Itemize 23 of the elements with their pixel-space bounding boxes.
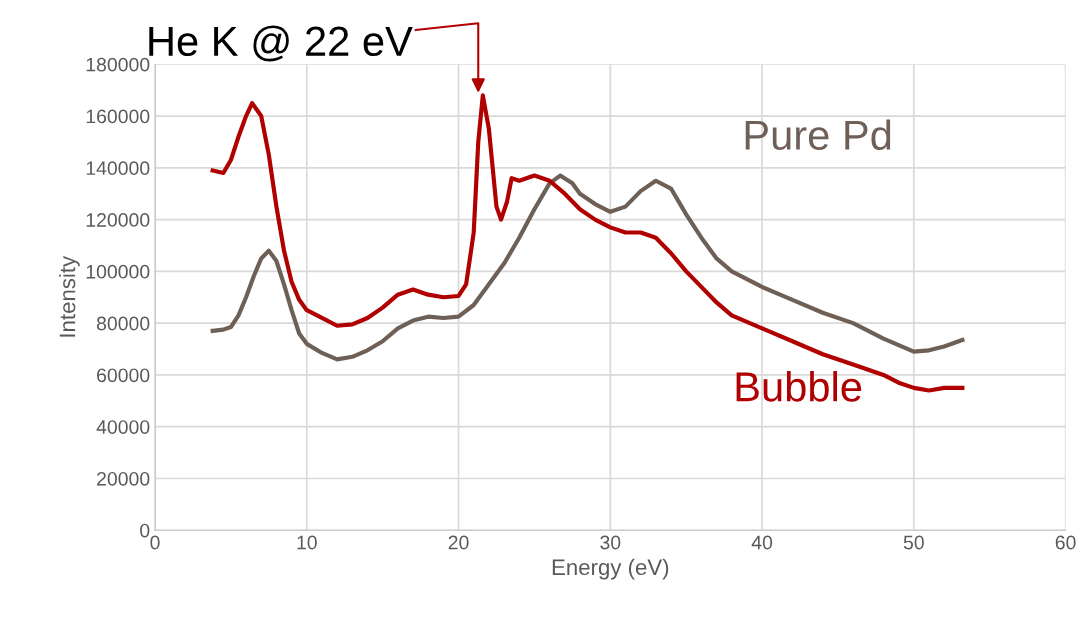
text: Pure Pd [745,119,891,151]
y-tick-label: 140000 [86,161,150,176]
y-tick-label: 120000 [86,213,150,227]
y-tick-label: 60000 [97,368,150,383]
line-series [210,173,965,362]
y-tick-label: 80000 [96,316,150,331]
x-tick-label: 10 [297,535,317,550]
y-tick-label: 100000 [86,264,150,279]
y-tick-label: 180000 [86,57,150,72]
x-tick-label: 0 [150,535,160,550]
y-tick-label: 160000 [86,109,150,124]
y-tick-label: 0 [140,523,150,538]
x-tick-label: 60 [1055,535,1076,550]
x-tick-label: 30 [600,535,621,550]
y-tick-label: 40000 [96,420,150,434]
x-tick-label: 20 [448,535,469,550]
series-label: Bubble [736,371,862,402]
x-tick-label: 40 [751,535,773,550]
x-tick-label: 50 [903,535,924,550]
x-axis-title: Energy (eV) [552,558,669,580]
y-axis-title: Intensity [59,255,80,337]
annotation: He K @ 22 eV [149,25,413,62]
y-tick-label: 20000 [97,471,150,486]
